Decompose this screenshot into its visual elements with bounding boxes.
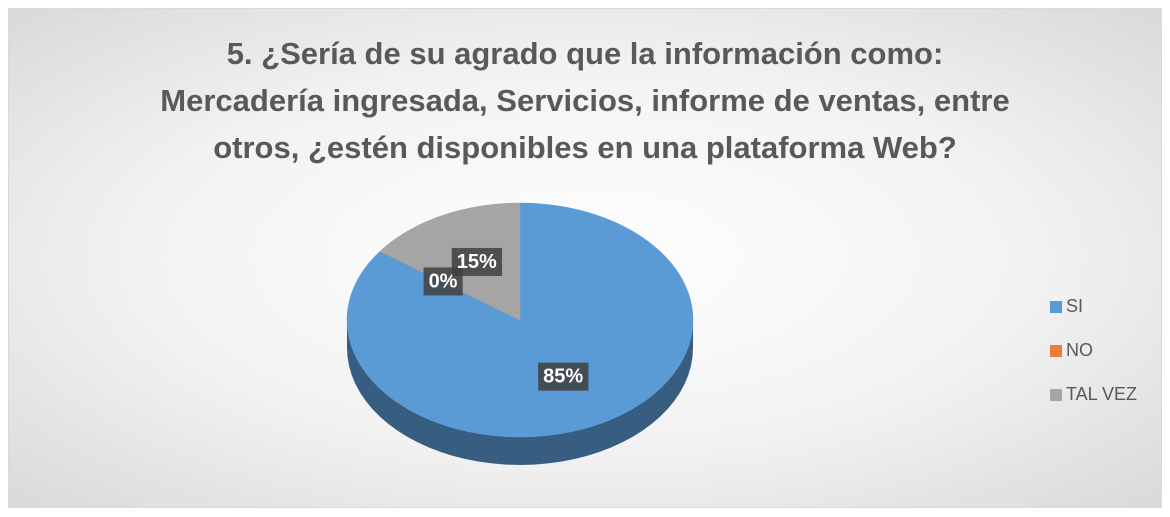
legend-label: TAL VEZ — [1066, 384, 1137, 404]
data-label-text: 0% — [429, 270, 458, 292]
data-label: 85% — [538, 362, 589, 391]
legend-label: SI — [1066, 296, 1083, 316]
legend-swatch — [1050, 301, 1062, 313]
data-label-box — [451, 247, 503, 276]
legend-label: NO — [1066, 340, 1093, 360]
legend-swatch — [1050, 389, 1062, 401]
pie-side — [347, 320, 693, 465]
data-label-text: 85% — [543, 366, 583, 388]
legend-swatch — [1050, 345, 1062, 357]
chart-title: 5. ¿Sería de su agrado que la informació… — [160, 36, 1010, 165]
data-label-box — [538, 362, 589, 391]
data-label-text: 15% — [457, 251, 497, 273]
pie-slice — [379, 202, 521, 321]
data-label: 15% — [451, 247, 503, 276]
